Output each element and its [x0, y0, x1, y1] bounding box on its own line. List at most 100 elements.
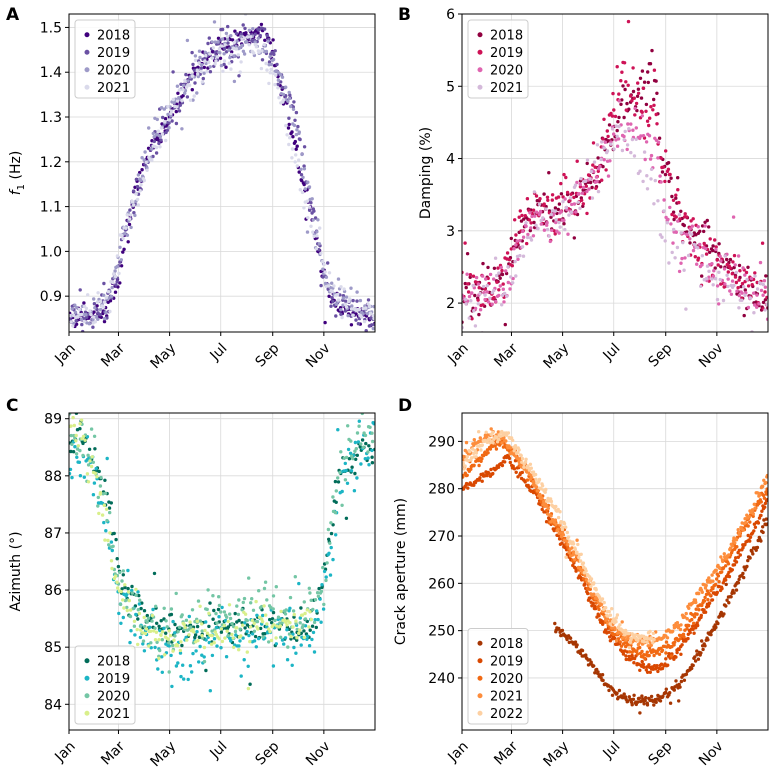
legend-marker-2021 — [84, 710, 90, 716]
point-2021 — [626, 636, 630, 641]
point-2021 — [193, 58, 198, 62]
point-2020 — [469, 467, 473, 471]
point-2021 — [212, 641, 216, 645]
point-2018 — [679, 209, 683, 213]
point-2021 — [309, 617, 313, 622]
point-2018 — [714, 625, 718, 630]
point-2021 — [134, 587, 138, 592]
point-2021 — [88, 459, 92, 463]
point-2020 — [334, 302, 339, 306]
point-2020 — [238, 627, 242, 631]
point-2019 — [275, 62, 279, 67]
point-2019 — [131, 189, 136, 193]
point-2019 — [730, 272, 734, 276]
point-2021 — [534, 223, 538, 227]
point-2021 — [69, 424, 73, 428]
point-2021 — [297, 158, 301, 162]
point-2021 — [319, 251, 323, 255]
point-2022 — [491, 441, 495, 445]
point-2019 — [80, 322, 84, 327]
point-2020 — [89, 427, 94, 431]
point-2019 — [186, 677, 190, 682]
point-2019 — [298, 616, 302, 620]
point-2020 — [594, 175, 599, 179]
point-2019 — [507, 456, 512, 461]
point-2021 — [525, 235, 530, 240]
point-2018 — [503, 322, 507, 327]
point-2021 — [315, 234, 319, 238]
point-2021 — [130, 199, 134, 204]
point-2021 — [179, 640, 183, 644]
point-2020 — [562, 218, 566, 223]
legend-marker-2018 — [84, 658, 90, 664]
legend-marker-2019 — [84, 49, 90, 55]
point-2018 — [674, 196, 678, 200]
point-2018 — [218, 56, 223, 60]
point-2021 — [271, 71, 275, 76]
point-2020 — [224, 31, 229, 36]
point-2022 — [602, 600, 606, 605]
point-2019 — [724, 578, 728, 582]
point-2021 — [736, 528, 740, 532]
point-2020 — [518, 238, 522, 243]
point-2020 — [664, 651, 668, 655]
point-2019 — [198, 72, 202, 76]
point-2020 — [136, 173, 141, 177]
point-2021 — [152, 629, 156, 633]
point-2021 — [232, 645, 236, 649]
point-2019 — [664, 657, 668, 661]
point-2021 — [156, 129, 161, 133]
point-2019 — [82, 475, 87, 479]
point-2019 — [505, 251, 510, 255]
point-2019 — [568, 198, 572, 203]
point-2022 — [564, 525, 568, 529]
point-2020 — [614, 138, 618, 142]
point-2019 — [753, 525, 758, 529]
point-2021 — [238, 70, 242, 74]
point-2022 — [556, 507, 560, 512]
point-2019 — [513, 459, 518, 463]
point-2021 — [545, 504, 549, 508]
point-2018 — [682, 678, 687, 682]
point-2021 — [535, 489, 540, 493]
legend-marker-2021 — [477, 84, 483, 90]
point-2019 — [656, 669, 660, 674]
point-2021 — [722, 552, 726, 556]
point-2020 — [174, 591, 178, 596]
point-2021 — [705, 264, 710, 268]
point-2018 — [698, 229, 702, 233]
point-2018 — [122, 247, 126, 251]
point-2019 — [276, 82, 280, 87]
point-2018 — [572, 236, 576, 240]
point-2018 — [69, 449, 73, 454]
point-2018 — [233, 611, 237, 616]
point-2021 — [305, 608, 309, 612]
point-2019 — [137, 602, 142, 606]
point-2021 — [539, 218, 543, 223]
point-2019 — [171, 70, 175, 74]
point-2021 — [500, 303, 504, 307]
point-2019 — [501, 282, 505, 286]
point-2021 — [344, 305, 349, 309]
point-2019 — [529, 221, 533, 225]
point-2018 — [557, 626, 561, 631]
point-2021 — [553, 209, 557, 213]
point-2022 — [531, 470, 536, 474]
point-2020 — [73, 310, 78, 314]
point-2021 — [223, 43, 227, 47]
point-2020 — [673, 640, 677, 644]
point-2018 — [116, 564, 121, 569]
x-tick-label: Sep — [646, 738, 676, 768]
point-2021 — [656, 199, 660, 203]
point-2020 — [303, 187, 307, 191]
point-2020 — [559, 210, 563, 214]
point-2021 — [681, 240, 685, 245]
point-2020 — [185, 38, 190, 43]
point-2021 — [293, 160, 297, 164]
point-2019 — [288, 93, 292, 97]
point-2021 — [314, 247, 318, 251]
panel-label: D — [398, 396, 412, 416]
point-2019 — [158, 628, 162, 633]
point-2019 — [667, 652, 671, 656]
point-2019 — [736, 286, 740, 290]
